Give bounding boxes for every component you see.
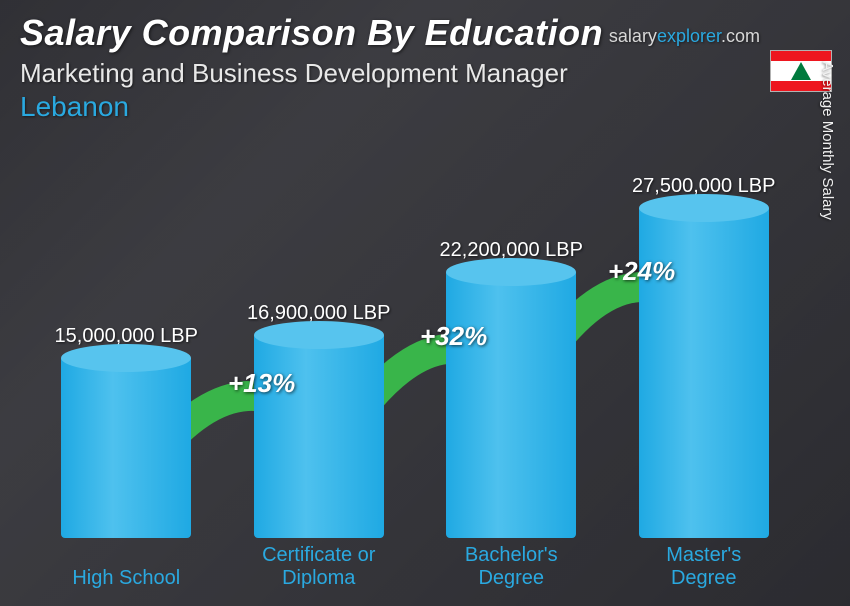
bar-category-label: Bachelor'sDegree (421, 544, 601, 590)
bar-category-label: Certificate orDiploma (229, 544, 409, 590)
bar: 15,000,000 LBP High School (41, 325, 211, 538)
increase-percent-label: +24% (608, 256, 675, 287)
increase-percent-label: +13% (228, 368, 295, 399)
bar-category-label: Master'sDegree (614, 544, 794, 590)
bars-container: 15,000,000 LBP High School 16,900,000 LB… (30, 178, 800, 538)
increase-percent-label: +32% (420, 321, 487, 352)
brand-part2: explorer (657, 26, 721, 46)
country-label: Lebanon (20, 91, 830, 123)
brand-watermark: salaryexplorer.com (609, 26, 760, 47)
brand-part3: .com (721, 26, 760, 46)
bar: 22,200,000 LBP Bachelor'sDegree (426, 239, 596, 538)
bar: 27,500,000 LBP Master'sDegree (619, 175, 789, 538)
page-subtitle: Marketing and Business Development Manag… (20, 58, 830, 89)
brand-part1: salary (609, 26, 657, 46)
bar: 16,900,000 LBP Certificate orDiploma (234, 302, 404, 538)
y-axis-label: Average Monthly Salary (819, 61, 836, 220)
bar-category-label: High School (36, 567, 216, 590)
salary-bar-chart: 15,000,000 LBP High School 16,900,000 LB… (30, 156, 800, 596)
